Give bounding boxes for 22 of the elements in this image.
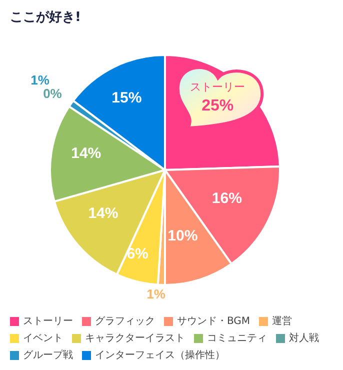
slice-label: ストーリー (190, 80, 246, 94)
legend-label: イベント (23, 332, 63, 345)
data-label: 14% (88, 205, 118, 222)
legend-label: 対人戦 (289, 332, 319, 345)
legend-label: グループ戦 (23, 348, 73, 362)
legend-label: コミュニティ (207, 332, 267, 345)
legend-label: サウンド・BGM (177, 315, 250, 328)
text: 0% (43, 86, 62, 102)
data-label: 1% (30, 72, 50, 88)
legend-label: インターフェイス（操作性） (95, 348, 225, 362)
data-label: 6% (126, 246, 148, 263)
data-label: 25% (202, 98, 234, 115)
chart-title: ここが好き! (10, 9, 81, 26)
legend-label: キャラクターイラスト (85, 332, 185, 345)
legend-label: ストーリー (23, 315, 73, 328)
data-label: 16% (212, 190, 242, 207)
data-label: 1% (146, 286, 166, 302)
data-label: 14% (71, 145, 102, 162)
legend-label: 運営 (272, 314, 292, 328)
data-label: 15% (112, 90, 142, 107)
data-label: 10% (168, 228, 198, 245)
legend-label: グラフィック (95, 315, 155, 328)
